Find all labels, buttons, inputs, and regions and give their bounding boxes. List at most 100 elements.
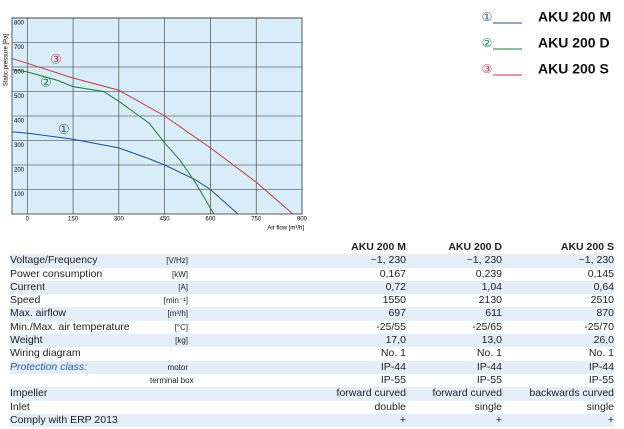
table-row: Weight [kg] 17,0 13,0 26,0 — [10, 334, 614, 348]
cell-value: -25/55 — [376, 320, 406, 333]
table-row: Comply with ERP 2013 + + + — [10, 413, 614, 428]
x-tick-label: 600 — [205, 217, 216, 223]
x-tick-label: 0 — [26, 217, 30, 223]
spacer — [150, 241, 188, 254]
row-unit — [150, 414, 188, 427]
cell-value: + — [607, 413, 614, 426]
row-unit: [m³/h] — [167, 309, 188, 319]
row-unit — [150, 401, 188, 414]
row-unit: terminal box — [150, 375, 194, 385]
cell-value: IP-44 — [588, 360, 614, 373]
y-tick-label: 700 — [14, 45, 25, 51]
row-label: Impeller — [10, 387, 48, 400]
cell-value: double — [374, 400, 406, 413]
table-row: Impeller forward curved forward curved back… — [10, 387, 614, 401]
table-row: Current [A] 0,72 1,04 0,64 — [10, 280, 614, 295]
x-tick-label: 900 — [297, 217, 308, 223]
row-label: Inlet — [10, 400, 30, 413]
y-tick-label: 500 — [14, 94, 25, 100]
curve-tag: ② — [40, 74, 52, 89]
cell-value: No. 1 — [588, 347, 614, 360]
row-unit: [min⁻¹] — [163, 296, 188, 306]
y-tick-label: 800 — [14, 21, 25, 27]
y-tick-label: 400 — [14, 119, 25, 125]
cell-value: IP-55 — [380, 373, 406, 386]
row-unit: [kg] — [175, 336, 188, 346]
curve-tag: ① — [58, 121, 70, 136]
x-tick-label: 150 — [68, 217, 79, 223]
column-header: AKU 200 D — [448, 241, 502, 253]
y-tick-label: 200 — [14, 168, 25, 174]
column-header: AKU 200 M — [351, 241, 406, 253]
legend-label: AKU 200 M — [538, 9, 611, 25]
row-label — [10, 374, 150, 387]
cell-value: 0,64 — [593, 280, 614, 293]
table-row: Max. airflow [m³/h] 697 611 870 — [10, 307, 614, 321]
cell-value: single — [586, 400, 614, 413]
header-row: AKU 200 M AKU 200 D AKU 200 S — [10, 241, 614, 254]
y-axis-title: Static pressure [Pa] — [4, 33, 10, 86]
row-label: Speed — [10, 294, 41, 307]
table-row: Power consumption [kW] 0,167 0,239 0,145 — [10, 268, 614, 281]
cell-value: -25/70 — [584, 320, 614, 333]
legend-tag: ② — [482, 36, 493, 50]
cell-value: 1,04 — [481, 280, 502, 293]
cell-value: -25/65 — [472, 320, 502, 333]
cell-value: 1550 — [382, 294, 406, 307]
legend-label: AKU 200 S — [538, 61, 609, 77]
row-unit: motor — [167, 362, 188, 372]
row-unit — [150, 347, 188, 360]
row-label: Protection class: — [10, 360, 88, 373]
row-label: Power consumption — [10, 267, 103, 280]
row-label: Max. airflow — [10, 307, 67, 320]
cell-value: 17,0 — [385, 334, 406, 347]
y-tick-label: 100 — [14, 192, 25, 198]
row-label: Comply with ERP 2013 — [10, 413, 118, 426]
spec-table: AKU 200 M AKU 200 D AKU 200 S Voltage/Frequ… — [10, 241, 614, 428]
x-tick-label: 450 — [160, 217, 171, 223]
cell-value: backwards curved — [529, 387, 614, 400]
cell-value: ~1, 230 — [578, 254, 614, 267]
cell-value: 870 — [596, 307, 614, 320]
x-tick-label: 300 — [114, 217, 125, 223]
row-unit — [150, 387, 188, 400]
cell-value: single — [474, 400, 502, 413]
x-tick-label: 750 — [251, 217, 262, 223]
row-label: Current — [10, 280, 46, 293]
table-row: Speed [min⁻¹] 1550 2130 2510 — [10, 294, 614, 307]
cell-value: ~1, 230 — [370, 254, 406, 267]
row-unit: [°C] — [174, 322, 188, 332]
row-unit: [V/Hz] — [166, 256, 188, 266]
cell-value: 0,72 — [385, 280, 406, 293]
cell-value: 2510 — [590, 294, 614, 307]
y-tick-label: 300 — [14, 143, 25, 149]
table-row: Min./Max. air temperature [°C] -25/55 -25/6… — [10, 321, 614, 334]
table-row: Protection class: motor IP-44 IP-44 IP-44 — [10, 360, 614, 374]
legend-label: AKU 200 D — [538, 35, 610, 51]
curve — [11, 57, 294, 215]
cell-value: 697 — [388, 307, 406, 320]
cell-value: 0,167 — [379, 267, 406, 280]
cell-value: 0,239 — [475, 267, 502, 280]
row-label: Voltage/Frequency — [10, 254, 98, 267]
column-header: AKU 200 S — [560, 241, 614, 253]
x-axis-title: Air flow [m³/h] — [267, 226, 304, 232]
cell-value: forward curved — [432, 387, 502, 400]
chart: Static pressure [Pa] Air flow [m³/h] 100… — [4, 9, 612, 232]
row-label: Wiring diagram — [10, 347, 81, 360]
row-label: Weight — [10, 334, 43, 347]
cell-value: 26,0 — [593, 334, 614, 347]
cell-value: + — [399, 413, 406, 426]
table-row: Inlet double single single — [10, 401, 614, 414]
cell-value: 2130 — [478, 294, 502, 307]
cell-value: 0,145 — [587, 267, 614, 280]
spacer — [10, 241, 150, 254]
cell-value: + — [495, 413, 502, 426]
curve-tag: ③ — [50, 51, 62, 66]
curve — [11, 68, 215, 215]
cell-value: forward curved — [336, 387, 406, 400]
cell-value: ~1, 230 — [466, 254, 502, 267]
cell-value: IP-44 — [380, 360, 406, 373]
curve — [11, 131, 239, 215]
